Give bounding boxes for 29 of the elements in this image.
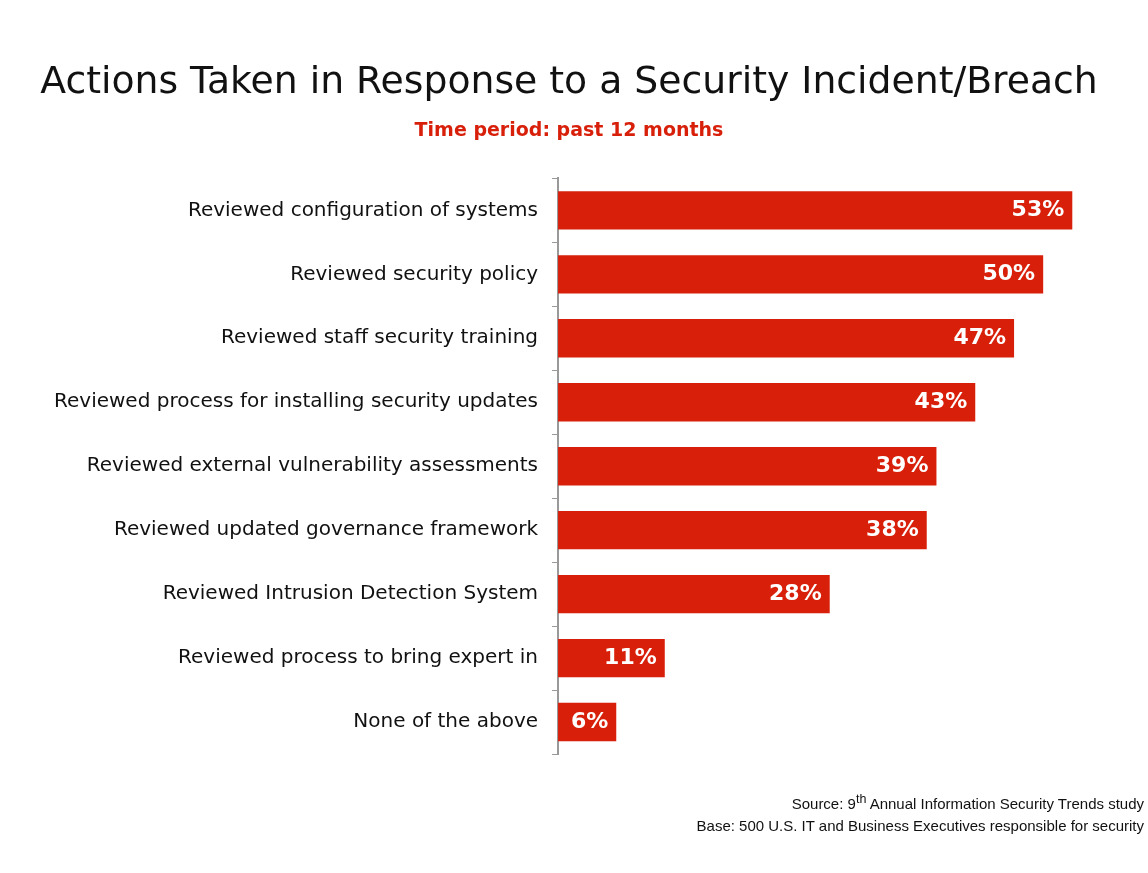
y-tick-label: Reviewed staff security training — [220, 324, 539, 349]
data-label: 53% — [1011, 196, 1065, 222]
data-label: 39% — [875, 451, 929, 477]
y-tick-label: Reviewed Intrusion Detection System — [162, 580, 539, 605]
bar — [558, 574, 830, 614]
bar — [558, 383, 976, 422]
bar — [558, 191, 1073, 230]
data-label: 38% — [866, 515, 919, 541]
bar — [558, 447, 937, 486]
data-label: 47% — [953, 324, 1007, 350]
bar — [558, 510, 927, 550]
chart-title: Actions Taken in Response to a Security Incident/Breach — [40, 57, 1098, 102]
y-tick-label: None of the above — [353, 708, 539, 733]
data-label: 28% — [769, 579, 822, 605]
y-tick-label: Reviewed updated governance framework — [113, 516, 539, 541]
chart-subtitle: Time period: past 12 months — [414, 117, 724, 140]
text: Base: 500 U.S. IT and Business Executives responsible for security — [696, 816, 1144, 836]
y-tick-label: Reviewed process to bring expert in — [178, 644, 539, 669]
source-note: Source: 9$^{th}$ Annual Information Security Trends study — [790, 791, 1144, 814]
bar — [558, 319, 1015, 358]
y-tick-label: Reviewed process for installing security updates — [53, 388, 539, 413]
bar — [558, 255, 1044, 294]
data-label: 43% — [914, 387, 968, 413]
data-label: 50% — [982, 260, 1036, 286]
y-tick-label: Reviewed external vulnerability assessments — [86, 452, 539, 477]
data-label: 11% — [604, 643, 657, 669]
y-tick-label: Reviewed configuration of systems — [187, 196, 539, 221]
data-label: 6% — [570, 707, 609, 733]
y-tick-label: Reviewed security policy — [290, 260, 539, 285]
